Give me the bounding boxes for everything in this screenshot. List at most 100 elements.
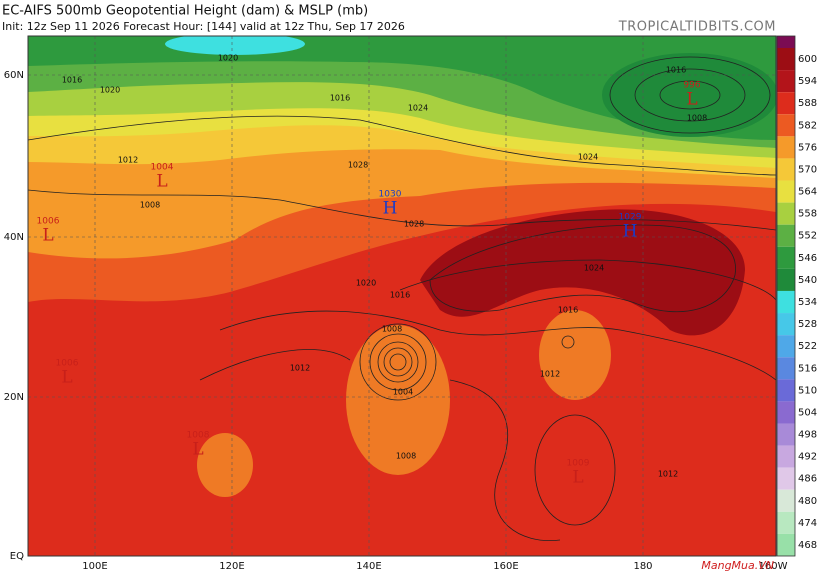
- isobar-label: 1004: [393, 388, 413, 397]
- center-symbol: L: [61, 368, 72, 388]
- colorbar-label: 486: [798, 474, 817, 485]
- colorbar-label: 504: [798, 407, 817, 418]
- colorbar-band: [777, 423, 795, 446]
- colorbar-band: [777, 511, 795, 534]
- center-symbol: H: [623, 222, 638, 242]
- colorbar-band: [777, 445, 795, 468]
- colorbar-band: [777, 313, 795, 336]
- isobar-label: 1016: [558, 306, 578, 315]
- center-value: 1029: [619, 213, 642, 223]
- colorbar-band: [777, 158, 795, 181]
- lon-label: 140E: [356, 561, 381, 572]
- colorbar-label: 594: [798, 76, 817, 87]
- lat-label: 40N: [4, 232, 24, 243]
- colorbar-band: [777, 489, 795, 512]
- colorbar-band: [777, 70, 795, 93]
- center-symbol: L: [156, 172, 167, 192]
- lon-label: 100E: [82, 561, 107, 572]
- isobar-label: 1016: [666, 66, 686, 75]
- isobar-label: 1008: [687, 114, 707, 123]
- colorbar-label: 498: [798, 430, 817, 441]
- colorbar-label: 576: [798, 142, 817, 153]
- colorbar-band: [777, 357, 795, 380]
- field-594: [420, 209, 745, 336]
- center-symbol: L: [572, 468, 583, 488]
- center-symbol: L: [192, 440, 203, 460]
- center-value: 996: [683, 81, 700, 91]
- lat-label: 60N: [4, 70, 24, 81]
- center-value: 1030: [379, 190, 402, 200]
- colorbar-label: 528: [798, 319, 817, 330]
- isobar-label: 1012: [540, 370, 560, 379]
- colorbar-band: [777, 246, 795, 269]
- colorbar-label: 552: [798, 231, 817, 242]
- isobar-label: 1008: [396, 452, 416, 461]
- colorbar-label: 522: [798, 341, 817, 352]
- colorbar-label: 546: [798, 253, 817, 264]
- center-value: 1006: [37, 217, 60, 227]
- low-582b: [197, 433, 253, 497]
- colorbar-label: 474: [798, 518, 817, 529]
- lon-label: 160W: [759, 561, 788, 572]
- center-value: 1009: [567, 459, 590, 469]
- isobar-label: 1012: [118, 156, 138, 165]
- colorbar-label: 468: [798, 540, 817, 551]
- center-symbol: L: [686, 90, 697, 110]
- field-534: [165, 36, 305, 55]
- colorbar-label: 600: [798, 54, 817, 65]
- isobar-label: 1016: [330, 94, 350, 103]
- colorbar-label: 516: [798, 363, 817, 374]
- isobar-label: 1024: [578, 153, 598, 162]
- isobar-label: 1012: [658, 470, 678, 479]
- isobar-label: 1020: [356, 279, 376, 288]
- isobar-label: 1024: [584, 264, 604, 273]
- colorbar-label: 480: [798, 496, 817, 507]
- brand: TROPICALTIDBITS.COM: [618, 20, 776, 35]
- colorbar-top: [777, 36, 795, 48]
- colorbar-band: [777, 533, 795, 556]
- center-symbol: H: [383, 199, 398, 219]
- map-fill: [28, 36, 776, 556]
- colorbar-label: 564: [798, 187, 817, 198]
- colorbar-band: [777, 136, 795, 159]
- colorbar-band: [777, 202, 795, 225]
- center-symbol: L: [42, 226, 53, 246]
- colorbar-label: 534: [798, 297, 817, 308]
- low-582: [539, 310, 611, 400]
- isobar-label: 1016: [62, 76, 82, 85]
- colorbar-band: [777, 335, 795, 358]
- title: EC-AIFS 500mb Geopotential Height (dam) …: [2, 4, 368, 19]
- lat-label: EQ: [10, 551, 24, 562]
- colorbar-label: 588: [798, 98, 817, 109]
- colorbar-label: 540: [798, 275, 817, 286]
- isobar-label: 1008: [140, 201, 160, 210]
- lon-label: 180: [633, 561, 652, 572]
- colorbar-band: [777, 290, 795, 314]
- isobar-label: 1012: [290, 364, 310, 373]
- isobars: [28, 56, 776, 542]
- colorbar-band: [777, 467, 795, 490]
- field-546: [28, 36, 776, 140]
- colorbar-label: 582: [798, 120, 817, 131]
- lon-label: 160E: [493, 561, 518, 572]
- colorbar-label: 492: [798, 452, 817, 463]
- subtitle: Init: 12z Sep 11 2026 Forecast Hour: [14…: [2, 20, 405, 33]
- isobar-label: 1020: [218, 54, 238, 63]
- center-value: 1006: [56, 359, 79, 369]
- center-value: 1008: [187, 431, 210, 441]
- colorbar-band: [777, 180, 795, 203]
- colorbar-band: [777, 224, 795, 247]
- center-value: 1004: [151, 163, 174, 173]
- isobar-label: 1028: [404, 220, 424, 229]
- colorbar-band: [777, 92, 795, 115]
- colorbar-label: 570: [798, 164, 817, 175]
- colorbar-band: [777, 268, 795, 291]
- colorbar-frame: [776, 35, 796, 557]
- isobar-label: 1028: [348, 161, 368, 170]
- colorbar-label: 510: [798, 385, 817, 396]
- colorbar-label: 558: [798, 209, 817, 220]
- isobar-label: 1016: [390, 291, 410, 300]
